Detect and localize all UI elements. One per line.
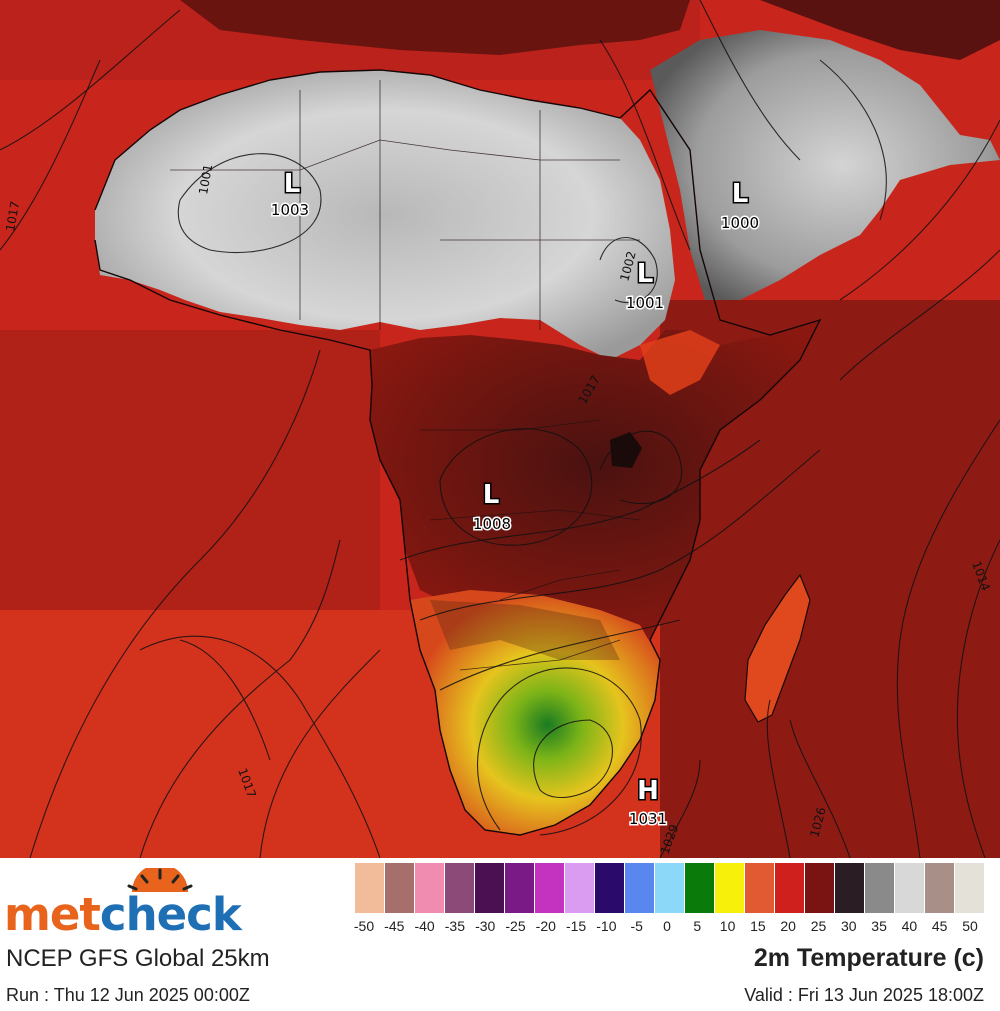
- variable-title: 2m Temperature (c): [753, 944, 984, 972]
- legend-swatch: [595, 863, 625, 913]
- africa-coastline: [94, 69, 822, 836]
- svg-text:1001: 1001: [626, 294, 664, 312]
- legend-tick: 20: [780, 918, 796, 934]
- horn-africa-hot: [640, 330, 720, 395]
- legend-tick: 30: [841, 918, 857, 934]
- legend-tick: 15: [750, 918, 766, 934]
- svg-text:L: L: [732, 179, 749, 209]
- svg-text:H: H: [637, 776, 659, 806]
- legend-swatch: [715, 863, 745, 913]
- legend-swatch: [925, 863, 955, 913]
- svg-text:L: L: [637, 259, 654, 289]
- legend-tick: -35: [444, 918, 465, 934]
- legend-tick: -25: [505, 918, 526, 934]
- model-name: NCEP GFS Global 25km: [6, 945, 270, 972]
- legend-tick: -40: [414, 918, 435, 934]
- legend-swatch: [475, 863, 505, 913]
- svg-text:1031: 1031: [629, 810, 667, 828]
- madagascar: [744, 573, 811, 723]
- isobar-label: 1017: [3, 200, 22, 233]
- legend-swatch: [655, 863, 685, 913]
- arabia-region: [650, 30, 1000, 300]
- legend-tick: -50: [353, 918, 375, 934]
- svg-text:L: L: [284, 169, 301, 199]
- legend-swatch: [895, 863, 925, 913]
- legend-swatch: [415, 863, 445, 913]
- temperature-map: L 1003 L 1000 L 1001 L 1008 H 1031 1001 …: [0, 0, 1000, 858]
- svg-text:1003: 1003: [271, 201, 309, 219]
- low-center: L 1008: [471, 479, 512, 535]
- run-time: Run : Thu 12 Jun 2025 00:00Z: [6, 985, 250, 1005]
- middle-east-dark: [760, 0, 1000, 60]
- europe-edge: [180, 0, 690, 55]
- logo-met: met: [4, 888, 101, 941]
- southern-africa-region: [410, 590, 660, 835]
- legend-swatch: [565, 863, 595, 913]
- country-borders: [170, 80, 641, 671]
- sun-logo-icon: [127, 868, 193, 892]
- legend-tick: 5: [693, 918, 702, 934]
- legend-tick: 0: [663, 918, 671, 934]
- legend-tick: 25: [810, 918, 827, 934]
- legend-swatch: [775, 863, 805, 913]
- legend-tick: 45: [931, 918, 948, 934]
- legend-swatch: [445, 863, 475, 913]
- legend-tick: -5: [630, 918, 643, 934]
- low-center: L 1003: [269, 168, 310, 221]
- logo-check: check: [99, 888, 242, 941]
- legend-swatch: [685, 863, 715, 913]
- legend-tick: -20: [535, 918, 556, 934]
- legend-swatch: [745, 863, 775, 913]
- legend-swatch: [385, 863, 415, 913]
- legend-tick: -15: [565, 918, 587, 934]
- low-center: L 1000: [719, 178, 760, 234]
- sahara-region: [95, 70, 675, 360]
- svg-text:L: L: [483, 480, 500, 510]
- legend-swatch: [355, 863, 385, 913]
- legend-tick: 40: [901, 918, 918, 934]
- legend-swatch: [865, 863, 895, 913]
- legend-swatch: [805, 863, 835, 913]
- svg-text:1000: 1000: [721, 214, 759, 232]
- legend-swatch: [955, 863, 985, 913]
- valid-time: Valid : Fri 13 Jun 2025 18:00Z: [744, 985, 984, 1005]
- metcheck-logo: metcheck: [4, 888, 242, 941]
- legend-tick-labels: -50 -45 -40 -35 -30 -25 -20 -15 -10 -5 0 5 10 15 20 25 3…: [340, 918, 1000, 938]
- legend-tick: -30: [475, 918, 496, 934]
- color-legend: [355, 863, 985, 913]
- legend-tick: -10: [596, 918, 617, 934]
- legend-tick: -45: [384, 918, 405, 934]
- legend-swatch: [835, 863, 865, 913]
- legend-swatch: [625, 863, 655, 913]
- legend-swatch: [535, 863, 565, 913]
- central-africa-region: [370, 320, 820, 640]
- legend-tick: 35: [871, 918, 887, 934]
- isobars: [0, 0, 1000, 858]
- legend-tick: 50: [962, 918, 978, 934]
- svg-text:1008: 1008: [473, 515, 511, 533]
- legend-swatch: [505, 863, 535, 913]
- legend-tick: 10: [719, 918, 736, 934]
- ocean-atlantic-dark: [0, 330, 380, 610]
- high-center: H 1031: [627, 775, 668, 830]
- lake-victoria: [610, 432, 642, 468]
- isobar-label: 1001: [196, 163, 215, 196]
- low-center: L 1001: [624, 258, 665, 314]
